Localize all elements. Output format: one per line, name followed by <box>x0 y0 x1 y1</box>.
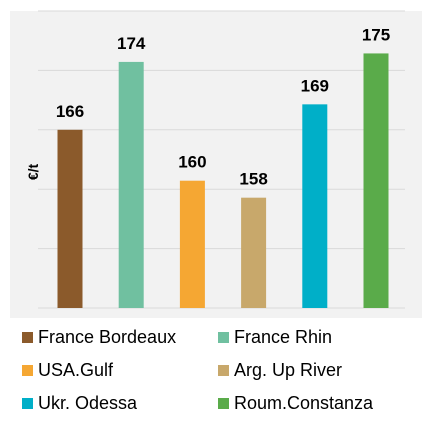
legend-item-2: France Rhin <box>218 325 418 349</box>
legend-item-4: Arg. Up River <box>218 358 418 382</box>
legend-swatch <box>22 364 33 376</box>
bar-3 <box>179 180 205 308</box>
bar-1 <box>57 129 83 308</box>
legend-swatch <box>218 397 229 409</box>
legend-label: Ukr. Odessa <box>38 392 138 413</box>
legend-swatch <box>218 364 229 376</box>
legend-label: USA.Gulf <box>38 359 114 380</box>
legend-item-5: Ukr. Odessa <box>22 391 218 415</box>
legend-swatch <box>22 397 33 409</box>
legend-label: France Bordeaux <box>38 326 177 347</box>
bar-2 <box>118 61 144 308</box>
bar-chart: €/t 166 174 160 158 169 175 <box>10 10 422 318</box>
bar-5 <box>302 104 328 308</box>
y-axis-label: €/t <box>25 163 41 180</box>
data-label-2: 174 <box>117 34 146 53</box>
legend-item-3: USA.Gulf <box>22 358 218 382</box>
bar-6 <box>363 53 389 308</box>
legend: France Bordeaux France Rhin USA.Gulf Arg. U… <box>22 325 422 415</box>
legend-label: France Rhin <box>234 326 333 347</box>
legend-item-6: Roum.Constanza <box>218 391 418 415</box>
legend-swatch <box>218 331 229 343</box>
legend-swatch <box>22 331 33 343</box>
data-label-1: 166 <box>56 102 84 121</box>
data-label-3: 160 <box>178 153 206 172</box>
data-label-4: 158 <box>239 170 267 189</box>
legend-label: Arg. Up River <box>234 359 343 380</box>
legend-label: Roum.Constanza <box>234 392 374 413</box>
bar-4 <box>241 197 267 308</box>
legend-item-1: France Bordeaux <box>22 325 218 349</box>
data-label-6: 175 <box>362 25 390 44</box>
data-label-5: 169 <box>301 76 329 95</box>
